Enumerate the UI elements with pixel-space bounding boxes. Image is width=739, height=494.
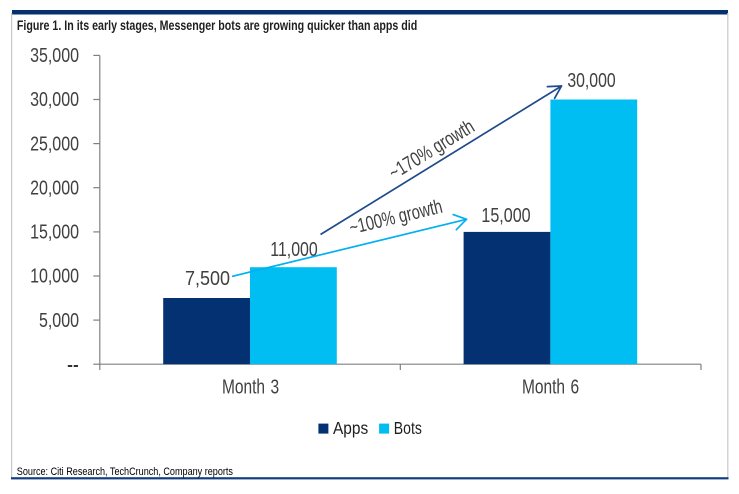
svg-text:Figure 1. In its early stages,: Figure 1. In its early stages, Messenger…: [17, 18, 417, 34]
svg-text:Source: Citi Research, TechCru: Source: Citi Research, TechCrunch, Compa…: [17, 466, 233, 478]
svg-text:5,000: 5,000: [39, 309, 79, 331]
svg-text:Month 3: Month 3: [222, 376, 279, 398]
svg-text:Month 6: Month 6: [522, 376, 579, 398]
svg-text:~100% growth: ~100% growth: [347, 195, 445, 239]
svg-text:30,000: 30,000: [30, 89, 79, 111]
svg-text:25,000: 25,000: [30, 133, 79, 155]
svg-text:11,000: 11,000: [270, 238, 317, 260]
svg-text:~170% growth: ~170% growth: [384, 115, 478, 184]
svg-text:10,000: 10,000: [30, 265, 79, 287]
svg-text:15,000: 15,000: [30, 221, 79, 243]
svg-text:Apps: Apps: [333, 418, 368, 438]
svg-text:7,500: 7,500: [185, 268, 230, 290]
svg-text:Bots: Bots: [394, 419, 422, 439]
svg-text:15,000: 15,000: [481, 204, 530, 226]
svg-text:35,000: 35,000: [30, 44, 79, 66]
svg-text:20,000: 20,000: [30, 177, 79, 199]
svg-text:30,000: 30,000: [567, 69, 615, 91]
